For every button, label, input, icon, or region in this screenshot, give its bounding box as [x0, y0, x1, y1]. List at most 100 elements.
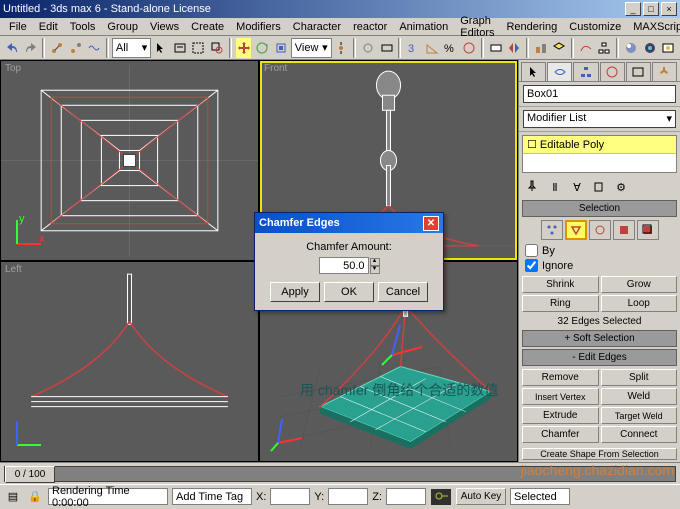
angle-snap-button[interactable] — [423, 37, 441, 59]
ignore-checkbox[interactable] — [525, 259, 538, 272]
menu-maxscript[interactable]: MAXScript — [627, 19, 680, 35]
edge-level-button[interactable] — [565, 220, 587, 240]
dialog-close-button[interactable]: ✕ — [423, 216, 439, 231]
grow-button[interactable]: Grow — [601, 276, 678, 293]
select-name-button[interactable] — [171, 37, 189, 59]
time-slider[interactable]: 0 / 100 — [5, 466, 55, 483]
named-selection-button[interactable] — [487, 37, 505, 59]
close-button[interactable]: × — [661, 2, 677, 16]
menu-file[interactable]: File — [3, 19, 33, 35]
pivot-button[interactable] — [333, 37, 351, 59]
add-time-tag[interactable]: Add Time Tag — [172, 488, 252, 505]
menu-animation[interactable]: Animation — [393, 19, 454, 35]
schematic-view-button[interactable] — [596, 37, 614, 59]
element-level-button[interactable] — [637, 220, 659, 240]
object-name-input[interactable] — [523, 85, 676, 103]
select-region-button[interactable] — [190, 37, 208, 59]
ring-button[interactable]: Ring — [522, 295, 599, 312]
pin-stack-button[interactable] — [523, 178, 543, 196]
rollout-selection[interactable]: Selection — [522, 200, 677, 217]
tab-utilities[interactable] — [652, 62, 677, 82]
show-end-result-button[interactable]: Ⅱ — [545, 178, 565, 196]
connect-button[interactable]: Connect — [601, 426, 678, 443]
snap-button[interactable]: 3 — [404, 37, 422, 59]
keyboard-shortcut-button[interactable] — [378, 37, 396, 59]
move-button[interactable] — [235, 37, 253, 59]
menu-group[interactable]: Group — [101, 19, 144, 35]
coord-y[interactable] — [328, 488, 368, 505]
chamfer-amount-input[interactable] — [319, 257, 369, 274]
modifier-list-label[interactable]: Modifier List — [527, 112, 586, 126]
remove-modifier-button[interactable] — [589, 178, 609, 196]
split-button[interactable]: Split — [601, 369, 678, 386]
menu-create[interactable]: Create — [185, 19, 230, 35]
coord-system[interactable]: View▾ — [291, 38, 332, 58]
modifier-stack[interactable]: ☐ Editable Poly — [522, 135, 677, 173]
quick-render-button[interactable] — [659, 37, 677, 59]
tab-create[interactable] — [521, 62, 546, 82]
weld-button[interactable]: Weld — [601, 388, 678, 405]
percent-snap-button[interactable]: % — [442, 37, 460, 59]
menu-character[interactable]: Character — [287, 19, 347, 35]
rollout-soft-selection[interactable]: + Soft Selection — [522, 330, 677, 347]
viewport-top[interactable]: Top — [1, 61, 258, 260]
key-icon[interactable] — [430, 488, 452, 506]
coord-z[interactable] — [386, 488, 426, 505]
spinner-buttons[interactable]: ▲▼ — [370, 258, 380, 274]
menu-reactor[interactable]: reactor — [347, 19, 393, 35]
auto-key-button[interactable]: Auto Key — [456, 488, 506, 505]
minimize-button[interactable]: _ — [625, 2, 641, 16]
menu-modifiers[interactable]: Modifiers — [230, 19, 287, 35]
render-scene-button[interactable] — [641, 37, 659, 59]
shrink-button[interactable]: Shrink — [522, 276, 599, 293]
link-button[interactable] — [48, 37, 66, 59]
unlink-button[interactable] — [67, 37, 85, 59]
target-weld-button[interactable]: Target Weld — [601, 407, 678, 424]
remove-button[interactable]: Remove — [522, 369, 599, 386]
by-checkbox[interactable] — [525, 244, 538, 257]
loop-button[interactable]: Loop — [601, 295, 678, 312]
polygon-level-button[interactable] — [613, 220, 635, 240]
rollout-edit-edges[interactable]: - Edit Edges — [522, 349, 677, 366]
undo-button[interactable] — [3, 37, 21, 59]
extrude-button[interactable]: Extrude — [522, 407, 599, 424]
tab-modify[interactable] — [547, 62, 572, 82]
curve-editor-button[interactable] — [577, 37, 595, 59]
align-button[interactable] — [532, 37, 550, 59]
script-listener-button[interactable]: ▤ — [4, 488, 22, 506]
material-editor-button[interactable] — [622, 37, 640, 59]
menu-edit[interactable]: Edit — [33, 19, 64, 35]
insert-vertex-button[interactable]: Insert Vertex — [522, 388, 599, 405]
window-crossing-button[interactable] — [208, 37, 226, 59]
make-unique-button[interactable]: ∀ — [567, 178, 587, 196]
spinner-snap-button[interactable] — [460, 37, 478, 59]
menu-customize[interactable]: Customize — [563, 19, 627, 35]
ok-button[interactable]: OK — [324, 282, 374, 302]
vertex-level-button[interactable] — [541, 220, 563, 240]
coord-x[interactable] — [270, 488, 310, 505]
menu-tools[interactable]: Tools — [64, 19, 102, 35]
create-shape-button[interactable]: Create Shape From Selection — [522, 448, 677, 460]
tab-display[interactable] — [626, 62, 651, 82]
lock-selection-button[interactable]: 🔒 — [26, 488, 44, 506]
maximize-button[interactable]: □ — [643, 2, 659, 16]
select-button[interactable] — [152, 37, 170, 59]
apply-button[interactable]: Apply — [270, 282, 320, 302]
chamfer-button[interactable]: Chamfer — [522, 426, 599, 443]
cancel-button[interactable]: Cancel — [378, 282, 428, 302]
border-level-button[interactable] — [589, 220, 611, 240]
spacewarp-button[interactable] — [85, 37, 103, 59]
tab-motion[interactable] — [600, 62, 625, 82]
menu-views[interactable]: Views — [144, 19, 185, 35]
layers-button[interactable] — [551, 37, 569, 59]
configure-sets-button[interactable]: ⚙ — [611, 178, 631, 196]
scale-button[interactable] — [272, 37, 290, 59]
mirror-button[interactable] — [505, 37, 523, 59]
menu-rendering[interactable]: Rendering — [500, 19, 563, 35]
key-filter-selected[interactable]: Selected — [510, 488, 570, 505]
rotate-button[interactable] — [253, 37, 271, 59]
transform-gizmo-icon[interactable] — [380, 317, 430, 367]
tab-hierarchy[interactable] — [573, 62, 598, 82]
manipulate-button[interactable] — [359, 37, 377, 59]
redo-button[interactable] — [22, 37, 40, 59]
